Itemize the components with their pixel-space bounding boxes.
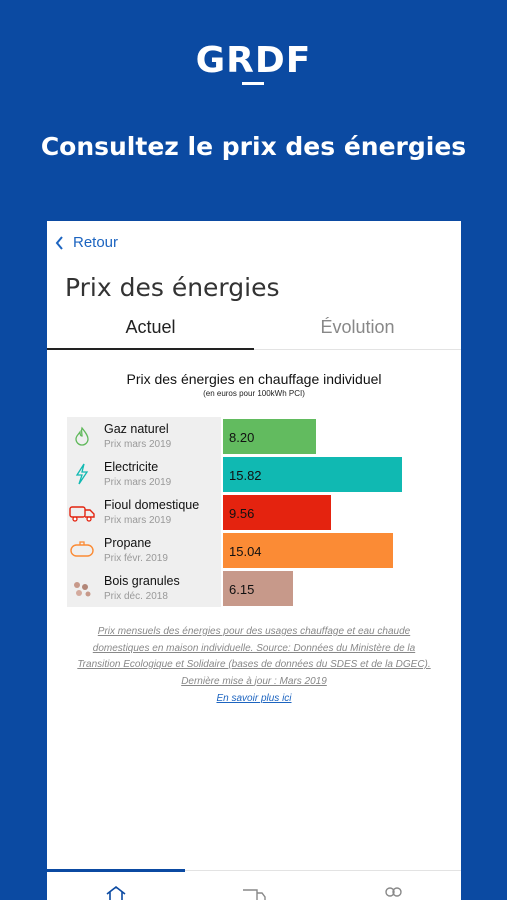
bar-value-label: 8.20 — [229, 430, 255, 445]
propane-tank-icon — [69, 539, 95, 561]
chart-row: Fioul domestique Prix mars 2019 9.56 — [67, 493, 427, 531]
grdf-logo: GRDF — [195, 40, 312, 81]
chart-row: Propane Prix févr. 2019 15.04 — [67, 531, 427, 569]
category-label: Gaz naturel — [104, 422, 169, 436]
logo-underline — [242, 82, 264, 85]
price-date-label: Prix mars 2019 — [104, 515, 172, 526]
chart-bar — [223, 533, 393, 568]
users-icon — [385, 887, 402, 897]
bottom-nav — [47, 869, 461, 900]
page-title: Prix des énergies — [65, 273, 280, 302]
chart-row: Electricite Prix mars 2019 15.82 — [67, 455, 427, 493]
tab-bar: Actuel Évolution — [47, 317, 461, 350]
back-button[interactable]: Retour — [55, 234, 118, 251]
category-label: Fioul domestique — [104, 498, 200, 512]
flame-icon — [69, 425, 95, 447]
bar-value-label: 15.82 — [229, 468, 262, 483]
energy-price-chart: Gaz naturel Prix mars 2019 8.20 Electricite… — [67, 417, 427, 607]
category-label: Bois granules — [104, 574, 180, 588]
truck-icon — [243, 889, 266, 900]
wood-pellets-icon — [69, 577, 95, 599]
price-date-label: Prix févr. 2019 — [104, 553, 168, 564]
bar-value-label: 9.56 — [229, 506, 255, 521]
phone-screen: Retour Prix des énergies Actuel Évolutio… — [47, 221, 461, 900]
nav-active-indicator — [47, 869, 185, 872]
price-date-label: Prix mars 2019 — [104, 439, 172, 450]
fuel-truck-icon — [69, 501, 95, 523]
promo-headline: Consultez le prix des énergies — [40, 132, 467, 161]
nav-truck[interactable] — [241, 885, 267, 900]
chart-bar — [223, 457, 402, 492]
chart-bar — [223, 571, 293, 606]
chart-subtitle: (en euros pour 100kWh PCI) — [203, 389, 305, 398]
back-label: Retour — [73, 234, 119, 251]
tab-evolution[interactable]: Évolution — [254, 317, 461, 350]
nav-home[interactable] — [103, 885, 129, 900]
chart-title: Prix des énergies en chauffage individue… — [126, 371, 382, 387]
source-footnote: Prix mensuels des énergies pour des usag… — [77, 626, 431, 687]
category-label: Propane — [104, 536, 152, 550]
lightning-icon — [69, 463, 95, 485]
chart-bar — [223, 419, 316, 454]
chart-bar — [223, 495, 331, 530]
chart-row: Gaz naturel Prix mars 2019 8.20 — [67, 417, 427, 455]
price-date-label: Prix mars 2019 — [104, 477, 172, 488]
chevron-left-icon — [55, 235, 63, 250]
nav-divider — [185, 870, 461, 871]
bar-value-label: 15.04 — [229, 544, 262, 559]
tab-actuel[interactable]: Actuel — [47, 317, 254, 350]
more-info-link[interactable]: En savoir plus ici — [216, 693, 292, 704]
chart-row: Bois granules Prix déc. 2018 6.15 — [67, 569, 427, 607]
price-date-label: Prix déc. 2018 — [104, 591, 168, 602]
nav-users[interactable] — [380, 885, 406, 900]
category-label: Electricite — [104, 460, 159, 474]
home-icon — [106, 885, 126, 900]
bar-value-label: 6.15 — [229, 582, 255, 597]
